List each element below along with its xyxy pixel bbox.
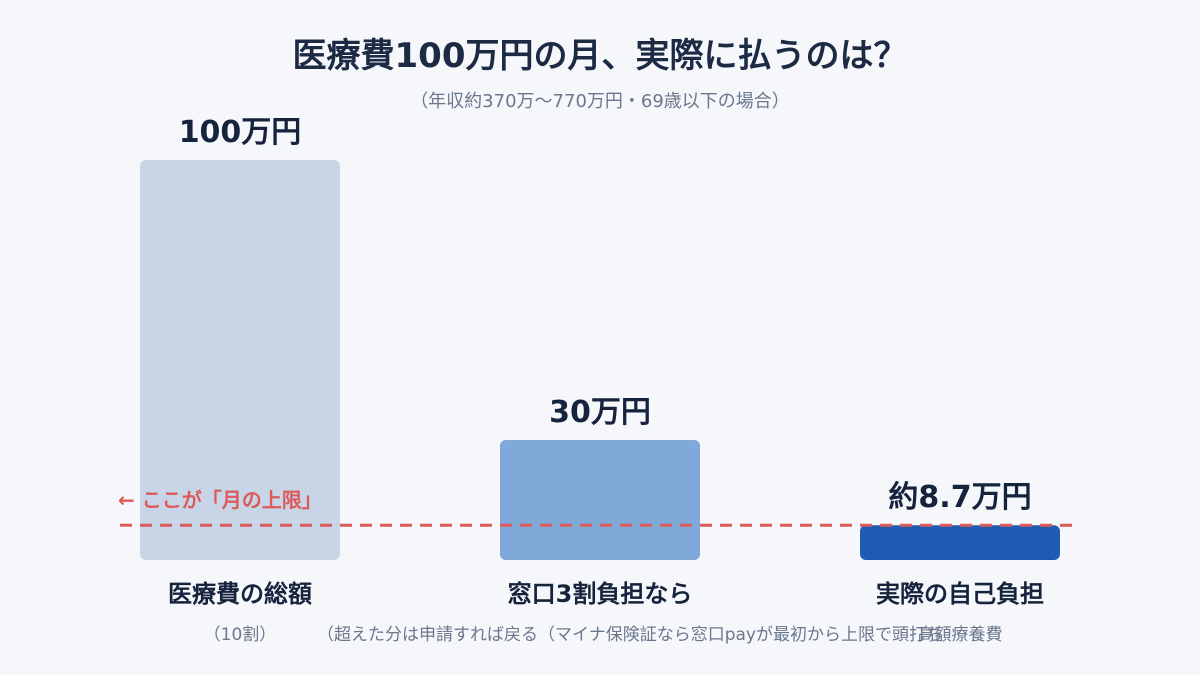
bar-value-label-2: 30万円 xyxy=(549,395,651,430)
limit-line-group: ← ここが「月の上限」 xyxy=(118,488,1075,527)
category-labels-group: 医療費の総額 窓口3割負担なら 実際の自己負担 xyxy=(168,580,1044,608)
bar-value-label-1: 100万円 xyxy=(179,115,302,150)
bar-value-label-3: 約8.7万円 xyxy=(888,480,1031,515)
category-note-2: （超えた分は申請すれば戻る（マイナ保険証なら窓口payが最初から上限で頭打ち xyxy=(317,625,943,645)
category-note-1: （10割） xyxy=(204,625,277,645)
category-label-2: 窓口3割負担なら xyxy=(508,580,693,608)
chart-subtitle: （年収約370万〜770万円・69歳以下の場合） xyxy=(410,91,790,112)
bars-group xyxy=(140,160,1060,560)
chart-title: 医療費100万円の月、実際に払うのは？ xyxy=(293,36,908,76)
bar-1 xyxy=(140,160,340,560)
bar-3 xyxy=(860,525,1060,560)
category-label-3: 実際の自己負担 xyxy=(876,580,1044,608)
notes-group: （10割） （超えた分は申請すれば戻る（マイナ保険証なら窓口payが最初から上限で… xyxy=(204,625,1003,645)
category-note-3: 高額療養費 xyxy=(918,625,1003,645)
category-label-1: 医療費の総額 xyxy=(168,580,312,608)
limit-line-label: ← ここが「月の上限」 xyxy=(118,488,322,512)
bar-2 xyxy=(500,440,700,560)
